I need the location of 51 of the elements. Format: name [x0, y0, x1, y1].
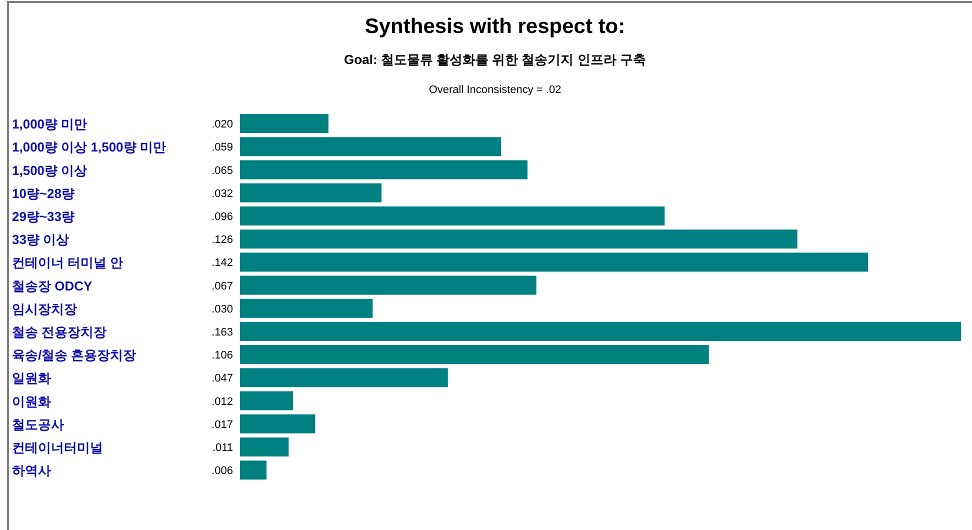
y-tick-label: 1,500량 이상: [12, 162, 88, 178]
bar: [240, 391, 294, 410]
y-tick-label: 철송장 ODCY: [12, 278, 92, 294]
y-tick-label: 임시장치장: [12, 301, 77, 316]
text: Overall Inconsistency = .02: [428, 84, 562, 96]
data-label: .106: [212, 350, 233, 362]
bar: [240, 206, 665, 226]
data-label: .030: [212, 303, 233, 316]
data-label: .163: [212, 326, 233, 338]
data-label: .032: [212, 188, 233, 200]
bar: [240, 298, 373, 318]
y-tick-label: 일원화: [12, 370, 51, 386]
data-label: .020: [212, 118, 233, 131]
y-tick-label: 1,000량 미만: [12, 116, 88, 132]
data-label: .047: [212, 372, 233, 385]
y-tick-label: 철도공사: [12, 416, 64, 432]
y-tick-label: 철송 전용장치장: [12, 324, 107, 340]
y-tick-label: 육송/철송 혼용장치장: [12, 348, 136, 363]
data-label: .067: [212, 280, 233, 292]
bar: [240, 437, 289, 456]
data-label: .059: [212, 142, 233, 154]
y-tick-label: 29량~33량: [12, 208, 75, 224]
bar: [240, 276, 536, 295]
bar: [240, 114, 328, 134]
y-tick-label: 10량~28량: [12, 186, 75, 201]
bar: [240, 160, 528, 180]
bar: [240, 230, 798, 249]
bar: [240, 183, 382, 202]
y-tick-label: 1,000량 이상 1,500량 미만: [12, 140, 166, 155]
data-label: .012: [212, 396, 233, 408]
data-label: .006: [212, 465, 233, 478]
chart-subtitle: Goal: 철도물류 활성화를 위한 철송기지 인프라 구축: [344, 52, 646, 67]
chart-title: Synthesis with respect to:: [364, 15, 626, 38]
data-label: .096: [212, 210, 233, 223]
bar: [240, 345, 709, 364]
data-label: .065: [212, 164, 233, 177]
y-tick-label: 33량 이상: [12, 232, 70, 248]
bar: [240, 137, 501, 156]
bar: [240, 322, 961, 341]
data-label: .011: [212, 442, 233, 454]
y-tick-label: 컨테이너 터미널 안: [12, 255, 124, 270]
y-tick-label: 하역사: [12, 463, 51, 478]
bar: [240, 414, 316, 434]
bar: [240, 460, 267, 480]
bar: [240, 368, 448, 388]
data-label: .142: [212, 257, 233, 270]
bar: [240, 252, 868, 272]
y-tick-label: 이원화: [12, 394, 51, 409]
data-label: .017: [212, 418, 233, 431]
data-label: .126: [212, 234, 233, 246]
y-tick-label: 컨테이너터미널: [12, 440, 103, 455]
